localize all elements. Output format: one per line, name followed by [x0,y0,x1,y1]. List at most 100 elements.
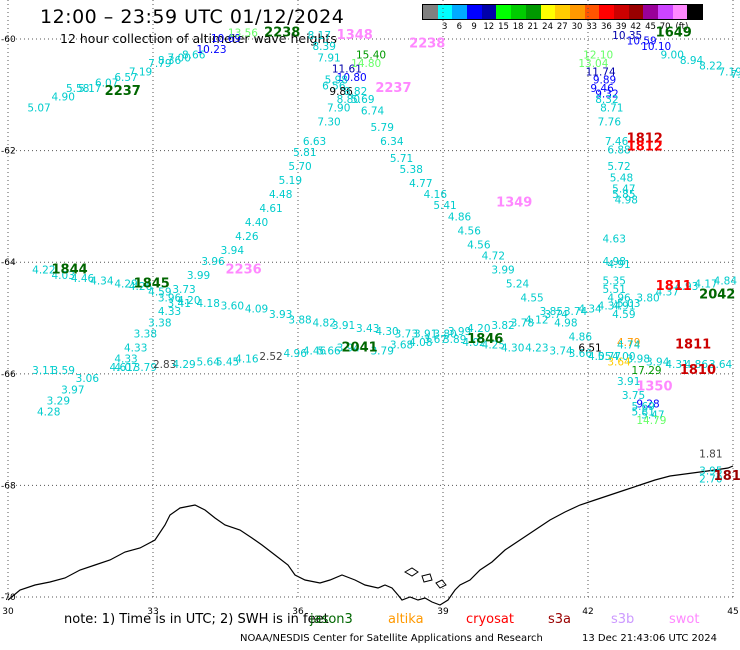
wave-height-value: 8.39 [313,41,336,53]
wave-height-value: 3.97 [61,384,84,396]
wave-height-value: 13.56 [228,27,258,39]
wave-height-value: 3.95 [699,465,722,477]
lat-tick-label: -70 [1,593,16,603]
wave-height-value: 4.02 [462,337,485,349]
pass-time-label: 1811 [656,279,692,294]
color-scale-swatch [672,5,688,19]
color-scale-unit: (ft) [675,22,689,32]
wave-height-value: 11.74 [586,66,616,78]
wave-height-value: 4.46 [303,345,327,357]
wave-height-value: 4.98 [603,256,626,268]
footer-note: note: 1) Time is in UTC; 2) SWH is in fe… [64,612,329,627]
wave-height-value: 4.05 [588,351,611,363]
wave-height-value: 6.07 [95,77,118,89]
wave-height-value: 8.80 [337,94,360,106]
wave-height-value: 6.56 [322,80,346,92]
wave-height-value: 4.16 [235,354,259,366]
wave-height-value: 5.07 [27,103,50,115]
wave-height-value: 4.61 [110,362,133,374]
color-scale-swatch [525,5,541,19]
wave-height-value: 4.31 [665,359,688,371]
wave-height-value: 9.28 [636,398,659,410]
lon-tick-label: 42 [582,607,593,617]
wave-height-value: 5.24 [506,278,530,290]
wave-height-value: 4.33 [114,354,137,366]
wave-height-value: 4.56 [467,239,491,251]
wave-height-value: 5.19 [279,175,302,187]
color-scale-label: 9 [471,22,477,32]
wave-height-value: 4.09 [245,303,268,315]
color-scale-swatch [613,5,629,19]
wave-height-value: 10.59 [627,36,657,48]
color-scale-swatch [423,5,438,19]
wave-height-value: 5.35 [603,276,626,288]
page-subtitle: 12 hour collection of altimeter wave hei… [60,31,337,46]
wave-height-value: 4.86 [685,359,709,371]
wave-height-value: 4.98 [554,317,577,329]
wave-height-value: 5.66 [317,345,341,357]
color-scale-swatch [555,5,570,19]
lon-tick-label: 45 [727,607,738,617]
color-scale-label: 24 [542,22,554,32]
wave-height-value: 4.34 [598,301,622,313]
wave-height-value: 3.91 [414,329,437,341]
color-scale-swatch [599,5,614,19]
wave-height-value: 5.79 [371,122,394,134]
wave-height-value: 4.33 [158,306,181,318]
color-scale-label: 3 [441,22,448,32]
wave-height-value: 3.38 [148,317,171,329]
wave-height-value: 3.78 [511,317,534,329]
lat-tick-label: -64 [1,258,16,268]
wave-height-value: 8.17 [308,30,331,42]
credit-line: NOAA/NESDIS Center for Satellite Applica… [240,633,543,644]
wave-height-value: 4.18 [197,298,220,310]
color-scale-swatch [658,5,673,19]
wave-height-value: 3.93 [269,309,292,321]
wave-height-value: 5.48 [610,172,633,184]
color-scale-swatch [643,5,658,19]
wave-height-value: 5.69 [632,401,655,413]
wave-height-value: 5.72 [607,161,630,173]
wave-height-value: 4.33 [124,343,147,355]
wave-height-value: 4.82 [313,317,336,329]
antarctic-coastline [7,465,734,606]
wave-height-value: 3.74 [549,345,573,357]
wave-height-value: 7.31 [731,69,740,81]
wave-height-value: 4.55 [520,292,543,304]
color-scale-bar [422,4,704,20]
wave-height-value: 2.70 [699,474,722,486]
wave-height-value: 8.66 [182,50,206,62]
pass-time-label: 2041 [342,341,378,356]
wave-height-value: 5.51 [603,284,626,296]
pass-time-label: 2237 [105,84,141,99]
color-scale-swatch [467,5,482,19]
map-grid [7,0,734,598]
color-scale-swatch [628,5,644,19]
wave-height-value: 5.17 [78,83,101,95]
satellite-legend-cryosat: cryosat [466,612,514,627]
wave-height-value: 4.72 [482,250,505,262]
wave-height-value: 4.07 [114,362,137,374]
wave-height-value: 4.91 [607,259,630,271]
satellite-legend-s3a: s3a [548,612,572,627]
wave-height-value: 5.58 [66,83,89,95]
pass-time-label: 1812 [627,131,663,146]
wave-height-value: 7.91 [317,52,340,64]
wave-height-value: 3.29 [47,396,70,408]
lat-tick-label: -60 [1,35,16,45]
lon-tick-label: 36 [292,607,304,617]
wave-height-value: 4.26 [129,281,153,293]
wave-height-value: 6.63 [303,136,326,148]
wave-height-value: 4.90 [52,91,75,103]
wave-height-value: 4.12 [525,315,548,327]
wave-height-value: 3.64 [607,356,631,368]
pass-time-label: 1348 [337,28,373,43]
wave-height-value: 3.91 [332,320,355,332]
wave-height-value: 4.86 [569,331,593,343]
wave-height-value: 4.29 [114,278,137,290]
wave-height-value: 10.35 [612,30,642,42]
wave-height-value: 4.25 [482,340,505,352]
wave-height-value: 7.00 [168,52,191,64]
wave-height-value: 3.67 [424,334,447,346]
wave-height-value: 4.20 [467,323,490,335]
